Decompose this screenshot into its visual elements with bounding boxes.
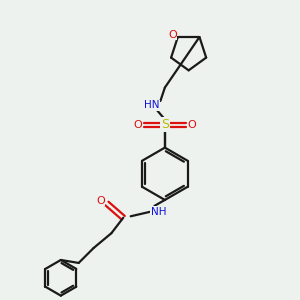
Text: O: O (168, 30, 177, 40)
Text: O: O (188, 120, 197, 130)
Text: O: O (133, 120, 142, 130)
Text: S: S (161, 118, 169, 131)
Text: NH: NH (151, 207, 166, 217)
Text: O: O (96, 196, 105, 206)
Text: HN: HN (144, 100, 159, 110)
